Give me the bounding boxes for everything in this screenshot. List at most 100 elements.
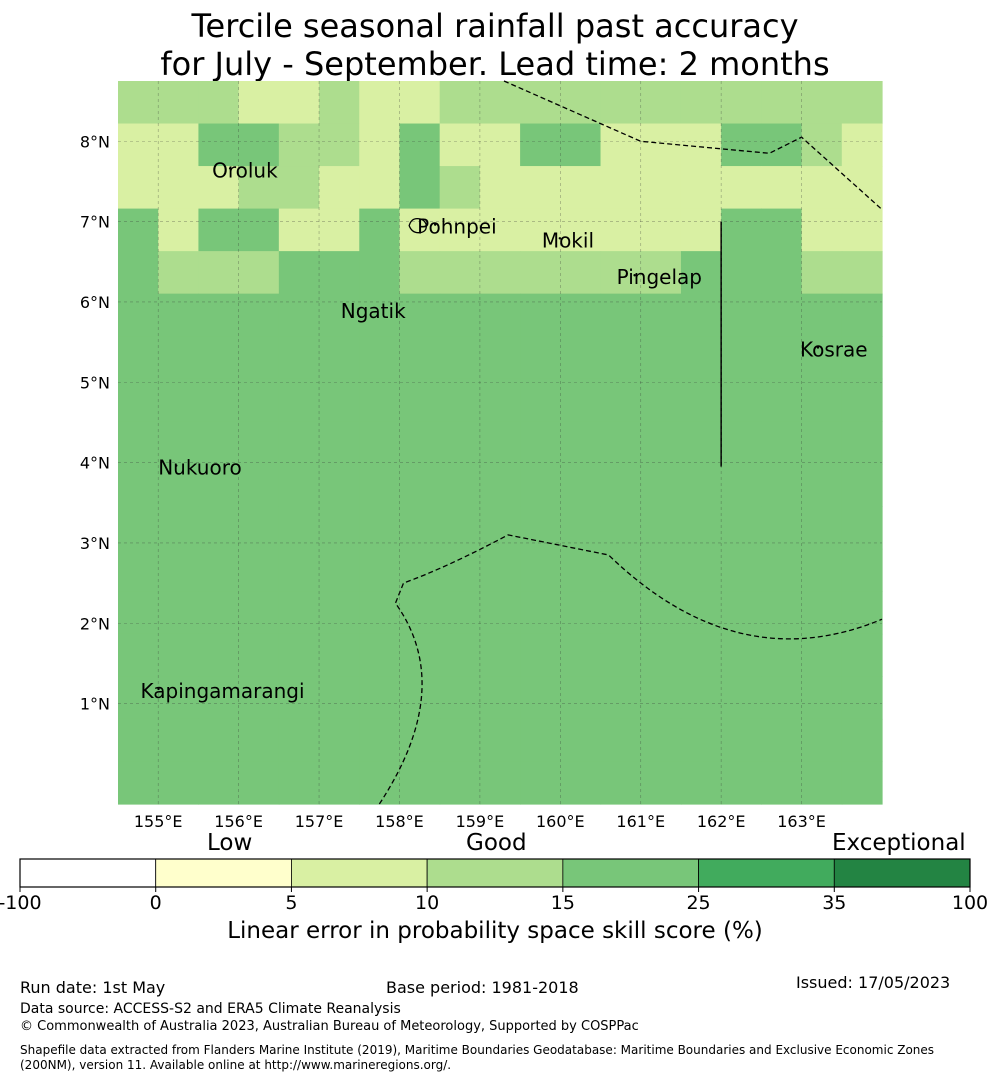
grid-cell: [359, 761, 401, 805]
grid-cell: [600, 591, 642, 635]
colorbar-tick-label: 35: [822, 892, 846, 914]
colorbar-tick-label: 0: [150, 892, 162, 914]
grid-cell: [198, 251, 240, 295]
category-label-good: Good: [466, 830, 527, 856]
latitude-ticks: 8°N 7°N 6°N 5°N 4°N 3°N 2°N 1°N: [80, 132, 110, 713]
grid-cell: [158, 633, 200, 678]
grid-cell: [158, 761, 200, 805]
grid-cell: [359, 676, 401, 720]
grid-cell: [640, 123, 682, 167]
grid-cell: [801, 293, 843, 337]
grid-cell: [841, 718, 883, 763]
grid-cell: [680, 208, 722, 252]
grid-cell: [238, 336, 280, 380]
grid-cell: [520, 208, 561, 252]
grid-cell: [640, 81, 682, 125]
grid-cell: [600, 633, 642, 678]
grid-cell: [278, 591, 320, 635]
grid-cell: [520, 251, 561, 295]
grid-cell: [158, 548, 200, 592]
grid-cell: [118, 633, 159, 678]
grid-cell: [520, 463, 561, 507]
eez-north: [503, 80, 883, 210]
grid-cell: [520, 548, 561, 592]
grid-cell: [439, 591, 481, 635]
grid-cell: [600, 548, 642, 592]
grid-cell: [761, 336, 803, 380]
grid-cell: [439, 293, 481, 337]
grid-cell: [801, 336, 843, 380]
lon-tick-label: 159°E: [456, 812, 505, 831]
grid-cell: [118, 251, 159, 295]
grid-cell: [238, 548, 280, 592]
grid-cell: [198, 463, 240, 507]
grid-cell: [479, 761, 521, 805]
grid-cell: [198, 378, 240, 422]
grid-cell: [761, 166, 803, 210]
grid-cell: [600, 166, 642, 210]
grid-cell: [640, 421, 682, 465]
grid-cell: [479, 123, 521, 167]
grid-cell: [319, 251, 360, 295]
colorbar-frame: [19, 858, 971, 888]
grid-cell: [841, 676, 883, 720]
grid-cell: [278, 718, 320, 763]
lat-tick-label: 8°N: [80, 132, 110, 151]
grid-cell: [479, 506, 521, 550]
lon-tick-label: 155°E: [134, 812, 183, 831]
island-label: Oroluk: [212, 158, 278, 182]
grid-cell: [560, 761, 602, 805]
grid-cell: [640, 506, 682, 550]
grid-cell: [238, 81, 280, 125]
grid-cell: [238, 718, 280, 763]
islands: Oroluk Pohnpei Mokil Pingelap Ngatik Kosrae Nu…: [141, 158, 868, 703]
grid-cell: [841, 633, 883, 678]
lon-tick-label: 163°E: [777, 812, 826, 831]
grid-cell: [399, 123, 441, 167]
grid-cell: [439, 336, 481, 380]
grid-cell: [640, 208, 682, 252]
grid-cell: [721, 463, 762, 507]
grid-cell: [198, 293, 240, 337]
grid-cell: [841, 81, 883, 125]
colorbar-segment: [426, 858, 564, 888]
base-period: Base period: 1981-2018: [386, 978, 579, 997]
grid-cell: [520, 166, 561, 210]
grid-cell: [560, 591, 602, 635]
grid-cell: [118, 123, 159, 167]
grid-cell: [600, 208, 642, 252]
grid-cell: [761, 251, 803, 295]
grid-cell: [198, 761, 240, 805]
grid-cell: [600, 293, 642, 337]
island-label: Pingelap: [617, 265, 702, 289]
grid-cell: [520, 123, 561, 167]
grid-cell: [680, 718, 722, 763]
grid-cell: [520, 421, 561, 465]
grid-cell: [721, 421, 762, 465]
grid-cell: [439, 718, 481, 763]
grid-cell: [399, 633, 441, 678]
island-marker: [558, 237, 562, 240]
grid-cell: [841, 463, 883, 507]
grid-cell: [319, 166, 360, 210]
lon-tick-label: 158°E: [375, 812, 424, 831]
grid-cell: [560, 378, 602, 422]
grid-cells: [118, 81, 883, 805]
grid-cell: [680, 166, 722, 210]
colorbar-tick-label: 100: [952, 892, 988, 914]
grid-cell: [600, 761, 642, 805]
grid-cell: [600, 463, 642, 507]
grid-cell: [278, 336, 320, 380]
lon-tick-label: 161°E: [616, 812, 665, 831]
grid-cell: [238, 676, 280, 720]
colorbar-tick-label: 5: [285, 892, 297, 914]
grid-cell: [118, 378, 159, 422]
grid-cell: [399, 506, 441, 550]
grid-cell: [278, 633, 320, 678]
colorbar-segment: [562, 858, 699, 888]
grid-cell: [600, 123, 642, 167]
grid-cell: [439, 166, 481, 210]
grid-cell: [238, 633, 280, 678]
grid-cell: [560, 123, 602, 167]
grid-cell: [439, 123, 481, 167]
